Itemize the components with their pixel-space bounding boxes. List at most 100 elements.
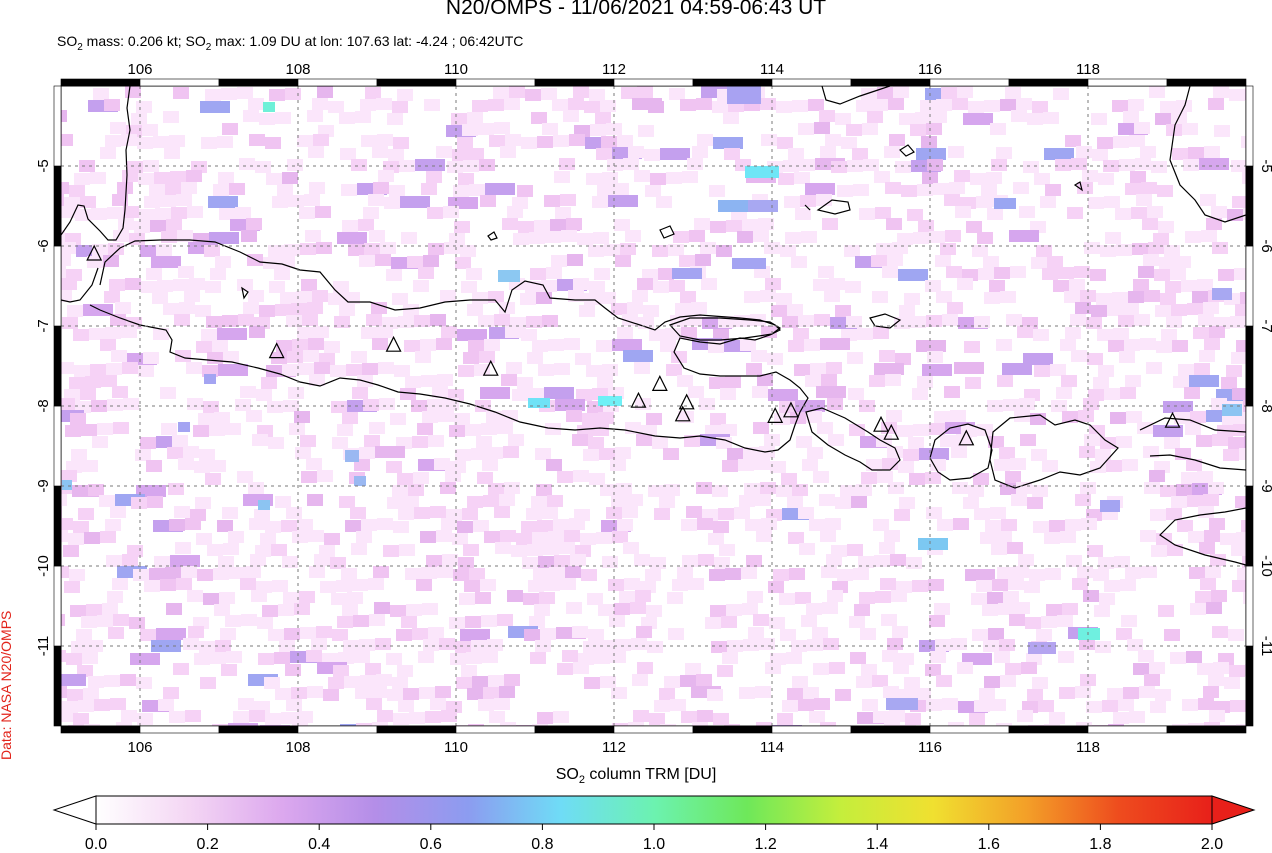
so2-pixel <box>531 112 547 124</box>
so2-high-pixel <box>718 200 752 212</box>
so2-pixel <box>164 147 180 159</box>
so2-pixel <box>1209 710 1225 722</box>
so2-pixel <box>532 340 548 352</box>
so2-pixel <box>666 364 682 376</box>
so2-pixel <box>393 521 409 533</box>
so2-pixel <box>925 664 941 676</box>
so2-pixel <box>1095 449 1111 461</box>
so2-pixel <box>1084 434 1100 446</box>
so2-pixel <box>1160 101 1176 113</box>
frame-bar-right <box>1245 165 1254 247</box>
so2-pixel <box>167 447 183 459</box>
so2-pixel <box>122 170 138 182</box>
so2-pixel <box>1184 387 1200 399</box>
so2-pixel <box>228 723 258 726</box>
so2-pixel <box>200 677 216 689</box>
so2-pixel <box>560 578 576 590</box>
so2-pixel <box>61 530 68 542</box>
so2-pixel <box>965 377 981 389</box>
so2-pixel <box>1185 423 1201 435</box>
so2-pixel <box>376 674 392 686</box>
so2-pixel <box>1044 724 1060 726</box>
so2-pixel <box>801 231 817 243</box>
so2-pixel <box>1020 434 1036 446</box>
so2-pixel <box>753 230 769 242</box>
frame-bar-bottom <box>376 725 457 734</box>
so2-high-pixel <box>748 200 778 212</box>
so2-pixel <box>586 365 602 377</box>
so2-pixel <box>369 230 385 242</box>
so2-pixel <box>482 459 498 471</box>
so2-pixel <box>122 362 138 374</box>
so2-pixel <box>708 533 724 545</box>
so2-pixel <box>222 123 238 135</box>
so2-pixel <box>206 316 222 328</box>
so2-pixel <box>1066 555 1082 567</box>
so2-pixel <box>782 700 798 712</box>
so2-pixel <box>169 711 185 723</box>
so2-pixel <box>81 616 97 628</box>
so2-pixel <box>940 243 956 255</box>
so2-pixel <box>522 557 538 569</box>
so2-pixel <box>1049 520 1065 532</box>
so2-pixel <box>787 496 803 508</box>
frame-bar-bottom <box>850 725 931 734</box>
so2-pixel <box>110 122 126 134</box>
so2-pixel <box>194 461 210 473</box>
so2-pixel <box>105 135 121 147</box>
so2-pixel <box>753 422 769 434</box>
frame-bar-left <box>53 565 62 647</box>
frame-bar-bottom <box>218 725 299 734</box>
frame-bar-right <box>1245 645 1254 727</box>
so2-pixel <box>889 710 905 722</box>
so2-pixel <box>537 712 553 724</box>
so2-pixel <box>534 220 550 232</box>
so2-pixel <box>534 604 550 616</box>
so2-pixel <box>697 134 713 146</box>
so2-pixel <box>302 314 318 326</box>
so2-pixel <box>725 376 741 388</box>
so2-pixel <box>529 232 545 244</box>
so2-pixel <box>1113 328 1129 340</box>
so2-high-pixel <box>258 500 270 510</box>
so2-pixel <box>69 569 85 581</box>
so2-pixel <box>503 446 519 458</box>
so2-pixel <box>388 149 404 161</box>
so2-pixel <box>249 134 265 146</box>
so2-pixel <box>249 326 265 338</box>
so2-pixel <box>1079 446 1095 458</box>
so2-pixel <box>163 687 179 699</box>
so2-pixel <box>341 568 357 580</box>
so2-pixel <box>285 664 301 676</box>
so2-pixel <box>441 326 457 338</box>
so2-pixel <box>1198 506 1214 518</box>
so2-pixel <box>509 86 525 98</box>
so2-pixel <box>612 339 642 351</box>
colorbar-tick-label: 0.4 <box>308 836 330 853</box>
so2-pixel <box>408 484 424 496</box>
so2-high-pixel <box>732 258 766 269</box>
so2-pixel <box>389 185 405 197</box>
so2-pixel <box>536 484 552 496</box>
lat-tick-label-left: -7 <box>35 319 52 332</box>
so2-pixel <box>73 521 89 533</box>
so2-pixel <box>1218 269 1234 281</box>
frame-bar-top <box>1166 78 1247 87</box>
so2-pixel <box>480 579 496 591</box>
so2-pixel <box>313 134 329 146</box>
so2-pixel <box>467 304 483 316</box>
so2-pixel <box>1172 148 1188 160</box>
so2-pixel <box>1259 591 1272 603</box>
so2-pixel <box>1080 674 1096 686</box>
so2-pixel <box>1160 485 1176 497</box>
so2-pixel <box>461 281 477 293</box>
so2-pixel <box>862 699 878 711</box>
so2-pixel <box>584 293 600 305</box>
so2-pixel <box>576 389 592 401</box>
so2-high-pixel <box>345 450 359 462</box>
so2-pixel <box>1116 244 1132 256</box>
so2-pixel <box>809 519 825 531</box>
so2-pixel <box>1211 590 1227 602</box>
so2-pixel <box>765 278 781 290</box>
so2-pixel <box>307 110 323 122</box>
